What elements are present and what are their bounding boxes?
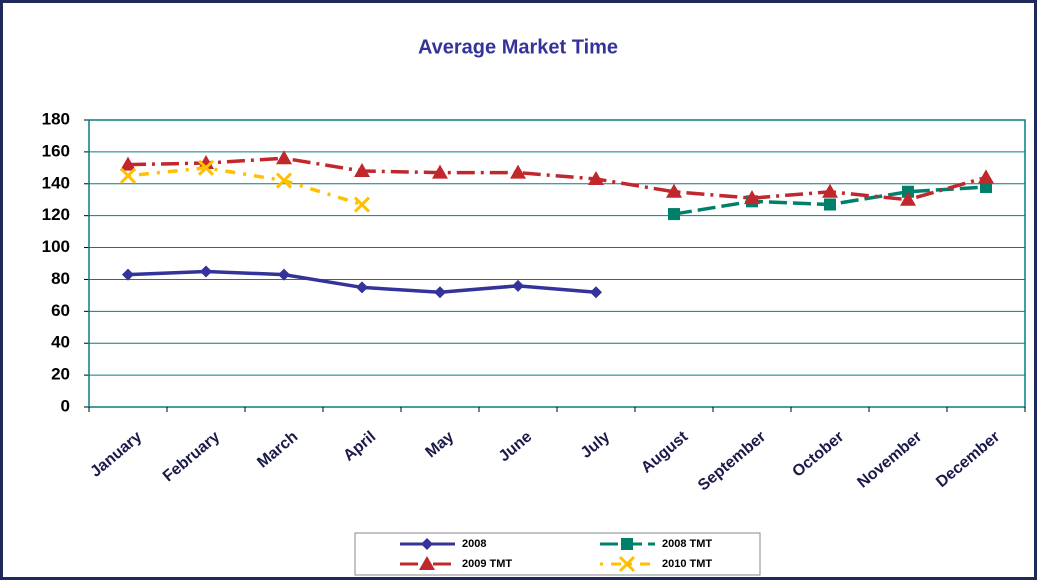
y-tick-label: 180 <box>42 109 70 128</box>
y-tick-label: 100 <box>42 237 70 256</box>
marker <box>119 167 137 184</box>
y-tick-label: 80 <box>51 269 70 288</box>
y-tick-label: 60 <box>51 301 70 320</box>
marker <box>419 556 435 570</box>
marker <box>744 190 760 205</box>
y-tick-label: 20 <box>51 365 70 384</box>
marker <box>510 164 526 179</box>
y-tick-label: 40 <box>51 333 70 352</box>
legend-label: 2009 TMT <box>462 558 512 570</box>
marker <box>980 180 992 193</box>
marker <box>197 159 215 176</box>
marker <box>122 268 134 281</box>
marker <box>900 191 916 206</box>
marker <box>278 268 290 281</box>
y-tick-label: 0 <box>61 396 70 415</box>
marker <box>618 555 636 573</box>
marker <box>588 170 604 185</box>
marker <box>356 281 368 294</box>
series-line <box>127 156 987 202</box>
y-tick-label: 120 <box>42 205 70 224</box>
marker <box>276 150 292 165</box>
legend-label: 2008 TMT <box>662 538 712 550</box>
marker <box>668 208 680 221</box>
marker <box>434 286 446 299</box>
marker <box>824 198 836 211</box>
marker <box>421 538 433 550</box>
y-tick-label: 160 <box>42 141 70 160</box>
marker <box>200 265 212 278</box>
series-line <box>127 166 363 207</box>
legend-label: 2008 <box>462 538 486 550</box>
marker <box>590 286 602 299</box>
marker <box>822 183 838 198</box>
marker <box>512 279 524 292</box>
legend-label: 2010 TMT <box>662 558 712 570</box>
marker <box>432 164 448 179</box>
y-tick-label: 140 <box>42 173 70 192</box>
marker <box>621 538 633 550</box>
marker <box>120 156 136 171</box>
marker <box>978 169 994 184</box>
marker <box>353 196 371 213</box>
chart-title: Average Market Time <box>418 36 618 58</box>
marker <box>275 172 293 189</box>
marker <box>354 163 370 178</box>
marker <box>666 183 682 198</box>
